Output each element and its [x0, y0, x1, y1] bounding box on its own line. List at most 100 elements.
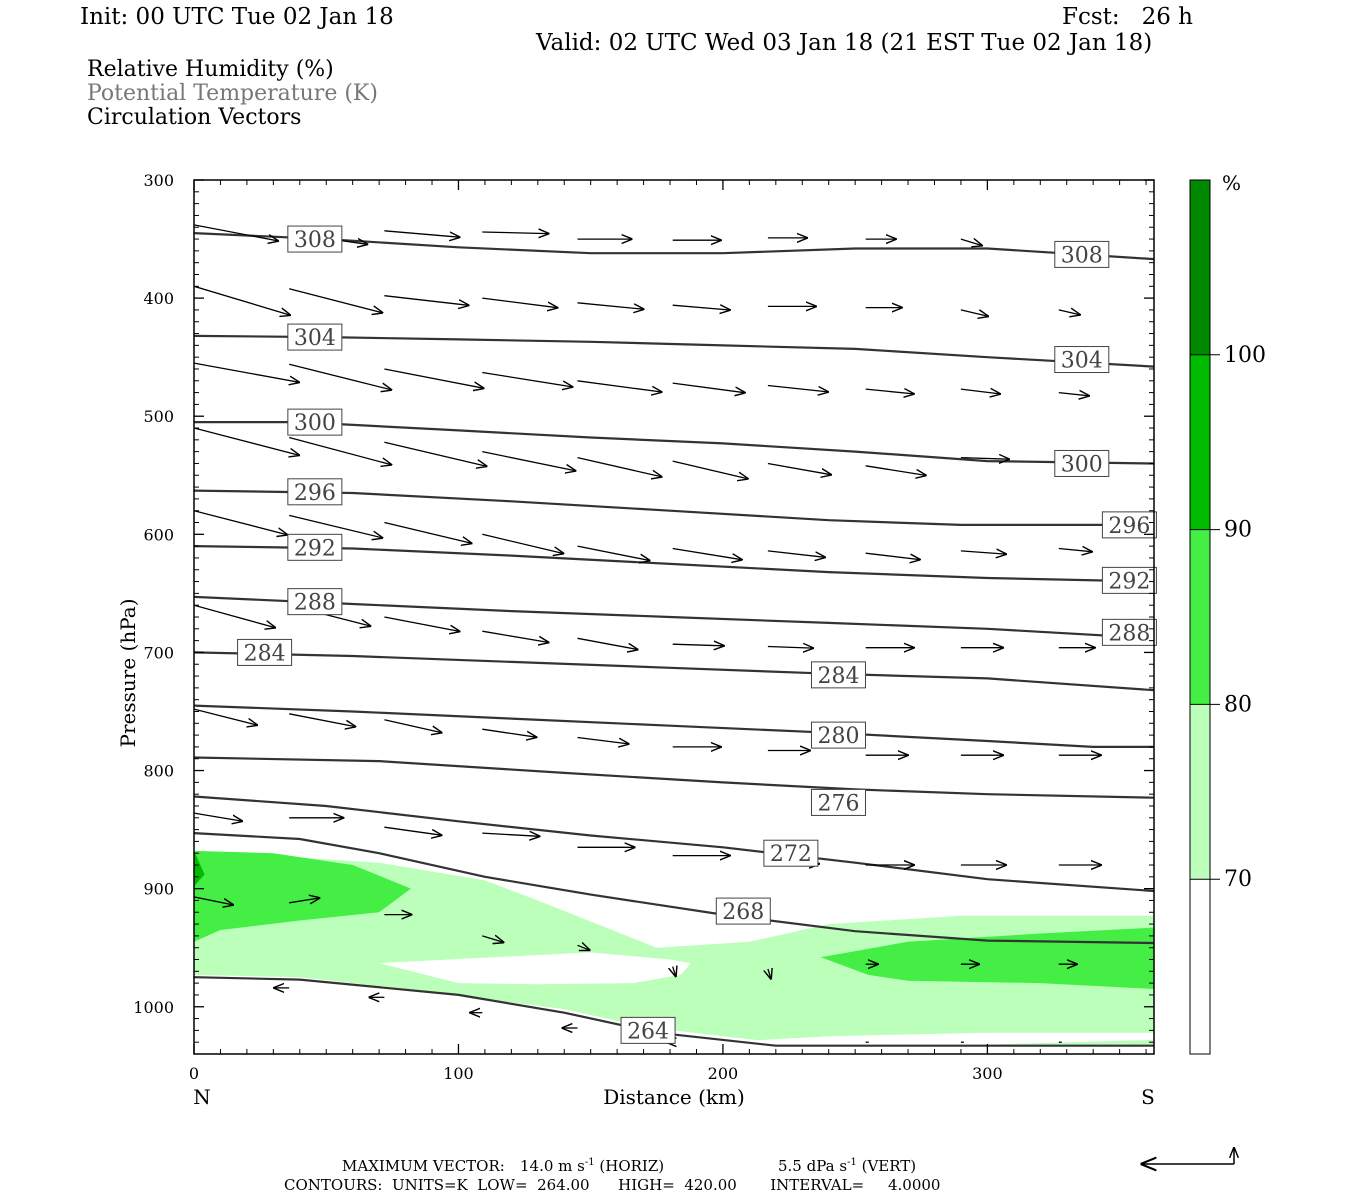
contour-label-box [1054, 240, 1110, 268]
horiz-value: 14.0 m s [520, 1157, 585, 1175]
circulation-vector [482, 450, 575, 471]
circulation-vector [767, 647, 813, 649]
field-label-rh: Relative Humidity (%) [87, 57, 334, 82]
contour-label-300: 300 [1061, 452, 1103, 477]
x-axis-title: Distance (km) [603, 1085, 745, 1109]
rh-region-1 [194, 850, 411, 942]
theta-contour-308 [194, 232, 1154, 261]
circulation-vector [577, 945, 590, 950]
contour-label-284: 284 [817, 664, 859, 689]
circulation-vector [960, 389, 1000, 394]
vector-key [1142, 1148, 1234, 1164]
circulation-vector [384, 826, 441, 835]
contour-label-288: 288 [1108, 621, 1150, 646]
circulation-vector [289, 363, 391, 390]
circulation-vector [384, 441, 486, 466]
contour-label-292: 292 [1108, 569, 1150, 594]
colorbar-label: 80 [1224, 692, 1252, 717]
axes-layer: 300 400 500 600 700 800 900 1000 0 100 200 300 N S Dis… [116, 171, 1155, 1109]
circulation-vector [482, 936, 503, 942]
circulation-vector [1058, 393, 1089, 396]
theta-contour-272 [194, 795, 1154, 893]
contour-label-272: 272 [770, 842, 812, 867]
contour-label-300: 300 [294, 411, 336, 436]
x-end-label-right: S [1141, 1085, 1155, 1109]
circulation-vector [289, 898, 319, 903]
contour-label-308: 308 [294, 228, 336, 253]
circulation-vector [577, 736, 629, 744]
rh-region-2 [820, 927, 1154, 989]
circulation-vector [960, 310, 988, 316]
contour-label-box [237, 638, 293, 666]
colorbar-segment [1190, 704, 1210, 880]
circulation-vector [194, 285, 290, 315]
colorbar-label: 100 [1224, 343, 1266, 368]
contour-info: CONTOURS: UNITS=K LOW= 264.00 HIGH= 420.… [284, 1176, 941, 1194]
circulation-vector [482, 533, 563, 553]
contour-label-288: 288 [294, 591, 336, 616]
y-tick-label: 800 [143, 762, 174, 781]
contour-label-box [1054, 449, 1110, 477]
y-tick-label: 900 [143, 880, 174, 899]
circulation-vector [194, 427, 299, 455]
y-tick-label: 700 [143, 643, 174, 662]
circulation-vector [672, 644, 724, 646]
theta-contour-292 [194, 545, 1154, 583]
circulation-vector [194, 896, 233, 905]
circulation-vector [577, 456, 662, 477]
circulation-vector [194, 362, 299, 382]
rh-region-5 [722, 1032, 1154, 1046]
horiz-exponent: -1 [584, 1157, 595, 1168]
contour-label-layer: 308 308 304 304 300 300 296 296 292 292 288 288 284 2… [237, 225, 1157, 1044]
colorbar-label: 90 [1224, 518, 1252, 543]
y-tick-label: 300 [143, 171, 174, 190]
colorbar-unit: % [1222, 171, 1241, 195]
theta-contour-264 [194, 976, 1154, 1047]
circulation-vector [1058, 310, 1080, 315]
y-tick-label: 500 [143, 407, 174, 426]
circulation-vector [194, 708, 257, 725]
contour-label-296: 296 [1108, 514, 1150, 539]
x-tick-label: 300 [972, 1064, 1003, 1083]
colorbar-segment [1190, 879, 1210, 1054]
circulation-vector [194, 812, 242, 821]
max-vector-label: MAXIMUM VECTOR: [342, 1157, 505, 1175]
circulation-vector [960, 239, 982, 245]
circulation-vector [767, 462, 831, 475]
colorbar-frame [1189, 179, 1211, 1055]
y-tick-label: 400 [143, 289, 174, 308]
circulation-vector [384, 521, 471, 544]
contour-label-box [1101, 511, 1157, 539]
x-end-label-left: N [193, 1085, 211, 1109]
theta-contour-280 [194, 704, 1154, 749]
circulation-vector [384, 719, 441, 733]
contour-label-284: 284 [244, 641, 286, 666]
circulation-vector [482, 728, 536, 737]
rh-fill-layer [194, 850, 1154, 1046]
theta-contour-284 [194, 651, 1154, 692]
circulation-vector [865, 465, 926, 476]
circulation-vector [673, 967, 676, 977]
circulation-vector [865, 389, 914, 394]
circulation-vector [384, 230, 459, 237]
colorbar: 70 80 90 100% [1189, 171, 1266, 1055]
contour-label-296: 296 [294, 481, 336, 506]
circulation-vector [768, 969, 771, 979]
circulation-vector [482, 371, 572, 387]
circulation-vector [384, 295, 468, 306]
max-vector-horiz: 14.0 m s-1 (HORIZ) [520, 1157, 664, 1175]
contour-label-box [810, 661, 866, 689]
circulation-vector [865, 552, 920, 559]
contour-label-box [715, 897, 771, 925]
circulation-vector [577, 637, 638, 649]
theta-contour-288 [194, 595, 1154, 640]
colorbar-segment [1190, 529, 1210, 705]
colorbar-label: 70 [1224, 867, 1252, 892]
contour-label-box [1101, 566, 1157, 594]
circulation-vector [289, 436, 391, 465]
circulation-vector [384, 616, 459, 631]
circulation-vector [289, 288, 382, 313]
field-label-theta: Potential Temperature (K) [87, 81, 378, 106]
rh-region-4 [379, 952, 692, 985]
